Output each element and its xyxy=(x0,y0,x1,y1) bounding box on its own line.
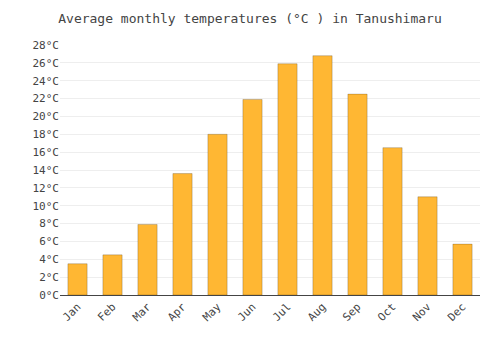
svg-text:Oct: Oct xyxy=(375,301,398,324)
svg-text:Aug: Aug xyxy=(305,301,328,324)
svg-text:8°C: 8°C xyxy=(39,217,59,230)
svg-text:12°C: 12°C xyxy=(33,182,60,195)
svg-text:14°C: 14°C xyxy=(33,164,60,177)
svg-text:Average monthly temperatures (: Average monthly temperatures (°C ) in Ta… xyxy=(58,11,442,26)
svg-text:6°C: 6°C xyxy=(39,235,59,248)
svg-text:16°C: 16°C xyxy=(33,146,60,159)
svg-text:Jun: Jun xyxy=(235,301,258,324)
svg-text:28°C: 28°C xyxy=(33,39,60,52)
svg-text:22°C: 22°C xyxy=(33,92,60,105)
svg-text:18°C: 18°C xyxy=(33,128,60,141)
svg-text:Mar: Mar xyxy=(130,300,154,324)
svg-text:0°C: 0°C xyxy=(39,289,59,302)
svg-text:Jul: Jul xyxy=(270,301,293,324)
svg-text:2°C: 2°C xyxy=(39,271,59,284)
svg-text:Feb: Feb xyxy=(95,301,118,324)
svg-text:Sep: Sep xyxy=(340,301,363,324)
svg-text:Dec: Dec xyxy=(445,301,468,324)
svg-text:4°C: 4°C xyxy=(39,253,59,266)
svg-text:Nov: Nov xyxy=(410,300,434,324)
svg-text:26°C: 26°C xyxy=(33,57,60,70)
svg-text:20°C: 20°C xyxy=(33,110,60,123)
svg-text:24°C: 24°C xyxy=(33,75,60,88)
svg-text:10°C: 10°C xyxy=(33,200,60,213)
svg-text:Apr: Apr xyxy=(165,300,189,324)
svg-text:May: May xyxy=(200,300,224,324)
svg-text:Jan: Jan xyxy=(60,301,83,324)
